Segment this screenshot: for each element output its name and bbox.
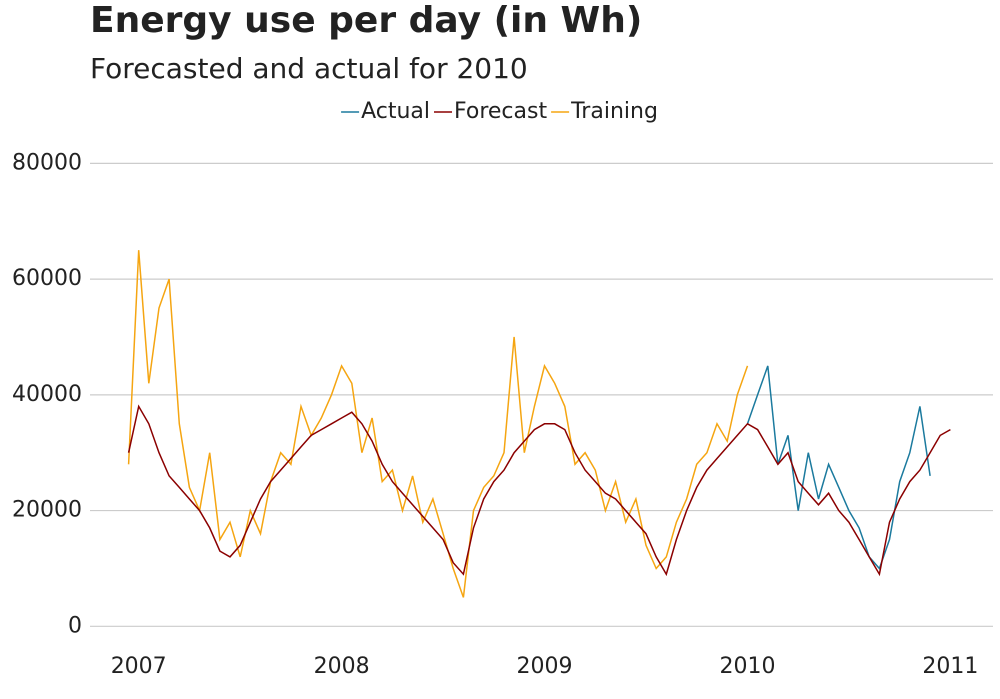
y-tick-label: 20000 (12, 498, 82, 523)
line-series (127, 250, 749, 598)
x-tick-label: 2009 (517, 654, 573, 679)
y-tick-label: 40000 (12, 382, 82, 407)
y-tick-label: 0 (68, 613, 82, 638)
y-tick-label: 80000 (12, 150, 82, 175)
x-tick-label: 2007 (111, 654, 167, 679)
y-tick-label: 60000 (12, 266, 82, 291)
line-series (746, 365, 931, 570)
chart-title: Energy use per day (in Wh) (90, 0, 642, 41)
legend-label: Training (570, 99, 658, 124)
chart-subtitle: Forecasted and actual for 2010 (90, 52, 528, 85)
x-tick-label: 2011 (922, 654, 978, 679)
x-tick-label: 2008 (314, 654, 370, 679)
x-tick-label: 2010 (719, 654, 775, 679)
legend-label: Actual (361, 99, 430, 124)
legend-label: Forecast (454, 99, 547, 124)
line-series (127, 404, 951, 577)
